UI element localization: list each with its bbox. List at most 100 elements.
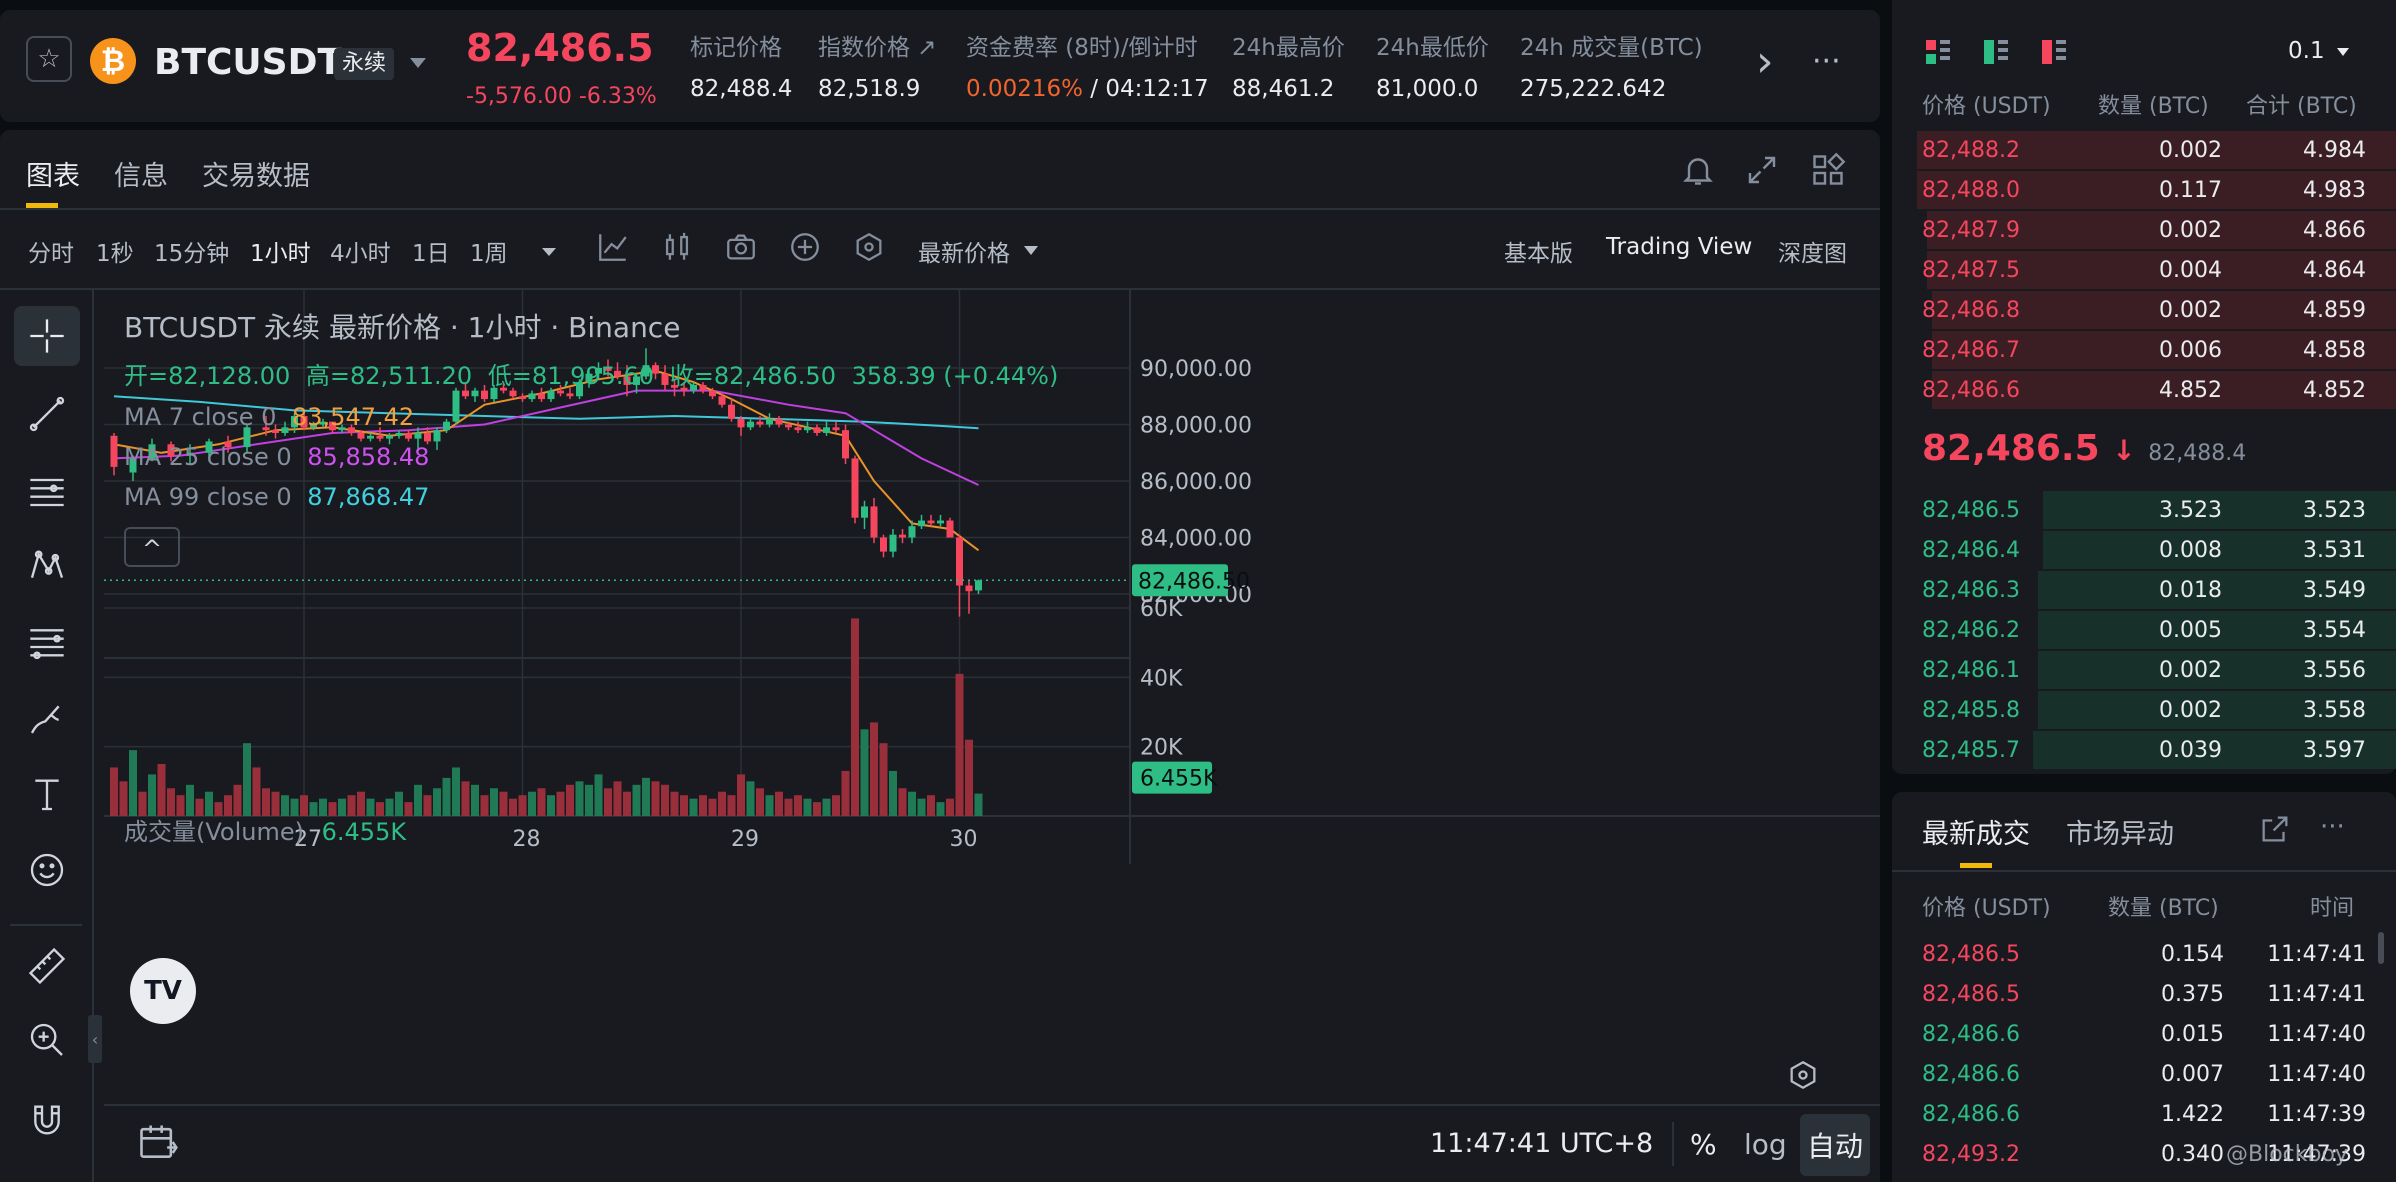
ask-row[interactable]: 82,488.2 0.002 4.984	[1892, 130, 2396, 170]
mid-price-row[interactable]: 82,486.5 ↓ 82,488.4	[1922, 428, 2246, 469]
candle-body	[357, 432, 365, 439]
book-asks-icon[interactable]	[2040, 38, 2068, 66]
candle-body	[880, 537, 887, 552]
precision-select[interactable]: 0.1	[2288, 38, 2349, 64]
symbol-dropdown-icon[interactable]	[410, 58, 426, 68]
percent-scale-toggle[interactable]: %	[1690, 1128, 1717, 1161]
bid-total: 3.556	[2303, 658, 2366, 683]
bid-row[interactable]: 82,486.1 0.002 3.556	[1892, 650, 2396, 690]
symbol-name[interactable]: BTCUSDT	[154, 42, 343, 83]
magnet-tool[interactable]	[14, 1090, 80, 1150]
ask-row[interactable]: 82,486.7 0.006 4.858	[1892, 330, 2396, 370]
book-bids-icon[interactable]	[1982, 38, 2010, 66]
toolbar-collapse-handle[interactable]: ‹	[88, 1015, 102, 1063]
current-volume-tag	[1132, 761, 1212, 794]
log-scale-toggle[interactable]: log	[1744, 1128, 1787, 1161]
candle-body	[785, 424, 792, 428]
indicators-icon[interactable]	[660, 230, 694, 264]
ask-row[interactable]: 82,486.6 4.852 4.852	[1892, 370, 2396, 410]
candle-body	[338, 427, 346, 431]
trend-line-tool[interactable]	[14, 384, 80, 444]
interval-4h[interactable]: 4小时	[330, 241, 391, 267]
ma25-value: 85,858.48	[307, 443, 430, 471]
ask-amount: 0.002	[2159, 138, 2222, 163]
interval-15m[interactable]: 15分钟	[154, 241, 230, 267]
tab-trade-data[interactable]: 交易数据	[202, 161, 310, 192]
interval-1d[interactable]: 1日	[412, 241, 450, 267]
tab-active-indicator	[1960, 863, 1992, 868]
trade-time: 11:47:41	[2267, 982, 2366, 1007]
ask-row[interactable]: 82,487.9 0.002 4.866	[1892, 210, 2396, 250]
horizontal-lines-tool[interactable]	[14, 460, 80, 520]
expand-icon[interactable]	[1744, 152, 1780, 188]
candle-body	[424, 432, 431, 442]
trade-row: 82,486.5 0.375 11:47:41	[1892, 974, 2396, 1014]
candle-body	[519, 396, 526, 400]
chart-clock[interactable]: 11:47:41 UTC+8	[1430, 1128, 1654, 1159]
pattern-tool[interactable]	[14, 536, 80, 596]
settings-hex-icon[interactable]	[852, 230, 886, 264]
bell-icon[interactable]	[1680, 152, 1716, 188]
trade-row: 82,486.6 0.007 11:47:40	[1892, 1054, 2396, 1094]
stat-index-price[interactable]: 指数价格 ↗ 82,518.9	[818, 28, 937, 102]
fib-tool[interactable]	[14, 612, 80, 672]
bid-row[interactable]: 82,486.3 0.018 3.549	[1892, 570, 2396, 610]
view-basic[interactable]: 基本版	[1504, 241, 1573, 267]
crosshair-icon	[30, 319, 64, 353]
more-menu-icon[interactable]: ···	[1812, 44, 1841, 79]
ask-row[interactable]: 82,486.8 0.002 4.859	[1892, 290, 2396, 330]
stat-label: 24h最低价	[1376, 35, 1489, 61]
bid-row[interactable]: 82,486.4 0.008 3.531	[1892, 530, 2396, 570]
bid-row[interactable]: 82,486.5 3.523 3.523	[1892, 490, 2396, 530]
axis-settings-icon[interactable]	[1786, 1058, 1820, 1092]
calendar-goto-icon[interactable]	[136, 1120, 180, 1164]
camera-icon[interactable]	[724, 230, 758, 264]
interval-line[interactable]: 分时	[28, 241, 74, 267]
add-indicator-icon[interactable]	[788, 230, 822, 264]
price-type-select[interactable]: 最新价格	[918, 241, 1010, 267]
favorite-button[interactable]: ☆	[26, 36, 72, 82]
ruler-tool[interactable]	[14, 936, 80, 996]
candle-body	[386, 435, 393, 439]
ask-total: 4.983	[2303, 178, 2366, 203]
text-tool[interactable]	[14, 764, 80, 824]
zoom-in-tool[interactable]	[14, 1010, 80, 1070]
book-both-icon[interactable]	[1924, 38, 1952, 66]
price-chart[interactable]: 90,000.0088,000.0086,000.0084,000.0082,0…	[104, 290, 1880, 1182]
candle-body	[861, 506, 868, 518]
bid-row[interactable]: 82,485.7 0.039 3.597	[1892, 730, 2396, 770]
stat-value: 82,488.4	[690, 76, 793, 102]
date-tick-label: 30	[950, 827, 978, 852]
legend-collapse-button[interactable]: ^	[124, 527, 180, 567]
ask-row[interactable]: 82,488.0 0.117 4.983	[1892, 170, 2396, 210]
stats-scroll-next-icon[interactable]: ›	[1756, 36, 1774, 87]
price-change: -5,576.00 -6.33%	[466, 84, 657, 109]
tab-chart[interactable]: 图表	[26, 154, 80, 208]
bid-row[interactable]: 82,486.2 0.005 3.554	[1892, 610, 2396, 650]
more-intervals-icon[interactable]	[542, 248, 556, 256]
ma25-line	[113, 389, 979, 486]
tab-info[interactable]: 信息	[114, 161, 168, 192]
view-trading-view[interactable]: Trading View	[1606, 234, 1753, 260]
brush-tool[interactable]	[14, 688, 80, 748]
auto-scale-toggle[interactable]: 自动	[1800, 1114, 1870, 1176]
interval-1w[interactable]: 1周	[470, 241, 508, 267]
view-depth[interactable]: 深度图	[1778, 241, 1847, 267]
tab-latest-trades[interactable]: 最新成交	[1922, 812, 2030, 868]
trade-row: 82,486.6 0.015 11:47:40	[1892, 1014, 2396, 1054]
interval-1h[interactable]: 1小时	[250, 241, 311, 267]
tab-market-moves[interactable]: 市场异动	[2066, 819, 2174, 850]
price-type-dropdown-icon[interactable]	[1024, 246, 1038, 255]
trades-scrollbar[interactable]	[2378, 932, 2384, 964]
chart-type-icon[interactable]	[596, 230, 630, 264]
candle-body	[348, 427, 355, 433]
trade-time: 11:47:39	[2267, 1102, 2366, 1127]
interval-1s[interactable]: 1秒	[96, 241, 134, 267]
ask-row[interactable]: 82,487.5 0.004 4.864	[1892, 250, 2396, 290]
emoji-tool[interactable]	[14, 840, 80, 900]
layout-grid-icon[interactable]	[1810, 152, 1846, 188]
trades-more-icon[interactable]: ···	[2320, 812, 2345, 842]
crosshair-tool[interactable]	[14, 306, 80, 366]
popout-icon[interactable]	[2258, 812, 2292, 846]
bid-row[interactable]: 82,485.8 0.002 3.558	[1892, 690, 2396, 730]
